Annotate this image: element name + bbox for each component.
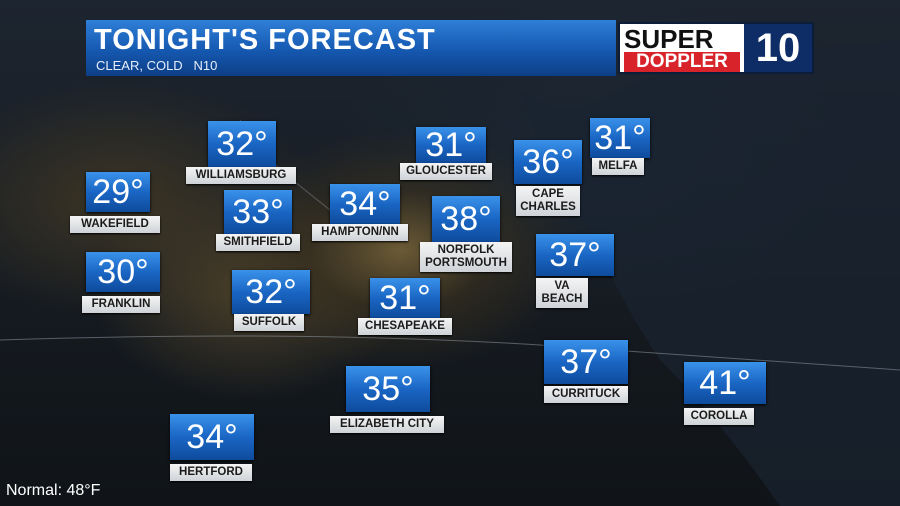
city-name-line: WILLIAMSBURG xyxy=(195,169,287,181)
city-name: WAKEFIELD xyxy=(70,216,160,233)
city-name-line: HAMPTON/NN xyxy=(321,226,399,238)
city-temp: 41° xyxy=(684,362,766,404)
subtitle: CLEAR, COLD N10 xyxy=(96,58,218,73)
city-name: WILLIAMSBURG xyxy=(186,167,296,184)
logo-bottom: DOPPLER xyxy=(624,52,740,72)
city-name: COROLLA xyxy=(684,408,754,425)
city-name-line: NORFOLK xyxy=(437,244,495,256)
city-temp: 37° xyxy=(536,234,614,276)
city-name-line: WAKEFIELD xyxy=(81,218,149,230)
header-bar: TONIGHT'S FORECAST CLEAR, COLD N10 xyxy=(86,20,616,76)
city-name-line: CURRITUCK xyxy=(551,388,621,400)
city-name-line: SMITHFIELD xyxy=(223,236,293,248)
city-temp: 32° xyxy=(208,121,276,167)
city-name-line: CHARLES xyxy=(520,201,576,213)
city-name-line: CHESAPEAKE xyxy=(365,320,445,332)
city-name: CURRITUCK xyxy=(544,386,628,403)
city-name: SMITHFIELD xyxy=(216,234,300,251)
city-name-line: CAPE xyxy=(532,188,564,200)
city-name: CHESAPEAKE xyxy=(358,318,452,335)
city-temp: 31° xyxy=(370,278,440,318)
city-name-line: HERTFORD xyxy=(179,466,243,478)
city-name: HERTFORD xyxy=(170,464,252,481)
title: TONIGHT'S FORECAST xyxy=(94,24,436,56)
city-temp: 36° xyxy=(514,140,582,184)
city-temp: 34° xyxy=(330,184,400,224)
city-name-line: VA BEACH xyxy=(541,280,583,305)
city-temp: 35° xyxy=(346,366,430,412)
city-name-line: FRANKLIN xyxy=(91,298,151,310)
city-name-line: MELFA xyxy=(598,160,638,172)
city-name: NORFOLK PORTSMOUTH xyxy=(420,242,512,272)
station-logo: SUPER DOPPLER 10 xyxy=(618,22,814,74)
city-temp: 30° xyxy=(86,252,160,292)
city-temp: 31° xyxy=(590,118,650,158)
normal-temp: Normal: 48°F xyxy=(6,482,101,499)
city-name: FRANKLIN xyxy=(82,296,160,313)
city-temp: 29° xyxy=(86,172,150,212)
logo-top: SUPER xyxy=(624,24,714,54)
city-temp: 31° xyxy=(416,127,486,163)
logo-number: 10 xyxy=(744,24,812,72)
city-temp: 34° xyxy=(170,414,254,460)
city-name: MELFA xyxy=(592,158,644,175)
city-name-line: ELIZABETH CITY xyxy=(340,418,434,430)
city-temp: 38° xyxy=(432,196,500,242)
city-temp: 32° xyxy=(232,270,310,314)
city-name-line: SUFFOLK xyxy=(241,316,297,328)
city-name: HAMPTON/NN xyxy=(312,224,408,241)
city-name: SUFFOLK xyxy=(234,314,304,331)
city-name-line: PORTSMOUTH xyxy=(425,257,507,269)
city-temp: 37° xyxy=(544,340,628,384)
city-name: ELIZABETH CITY xyxy=(330,416,444,433)
city-name: GLOUCESTER xyxy=(400,163,492,180)
city-name: VA BEACH xyxy=(536,278,588,308)
city-name-line: COROLLA xyxy=(690,410,748,422)
city-temp: 33° xyxy=(224,190,292,234)
city-name: CAPE CHARLES xyxy=(516,186,580,216)
city-name-line: GLOUCESTER xyxy=(406,165,486,177)
